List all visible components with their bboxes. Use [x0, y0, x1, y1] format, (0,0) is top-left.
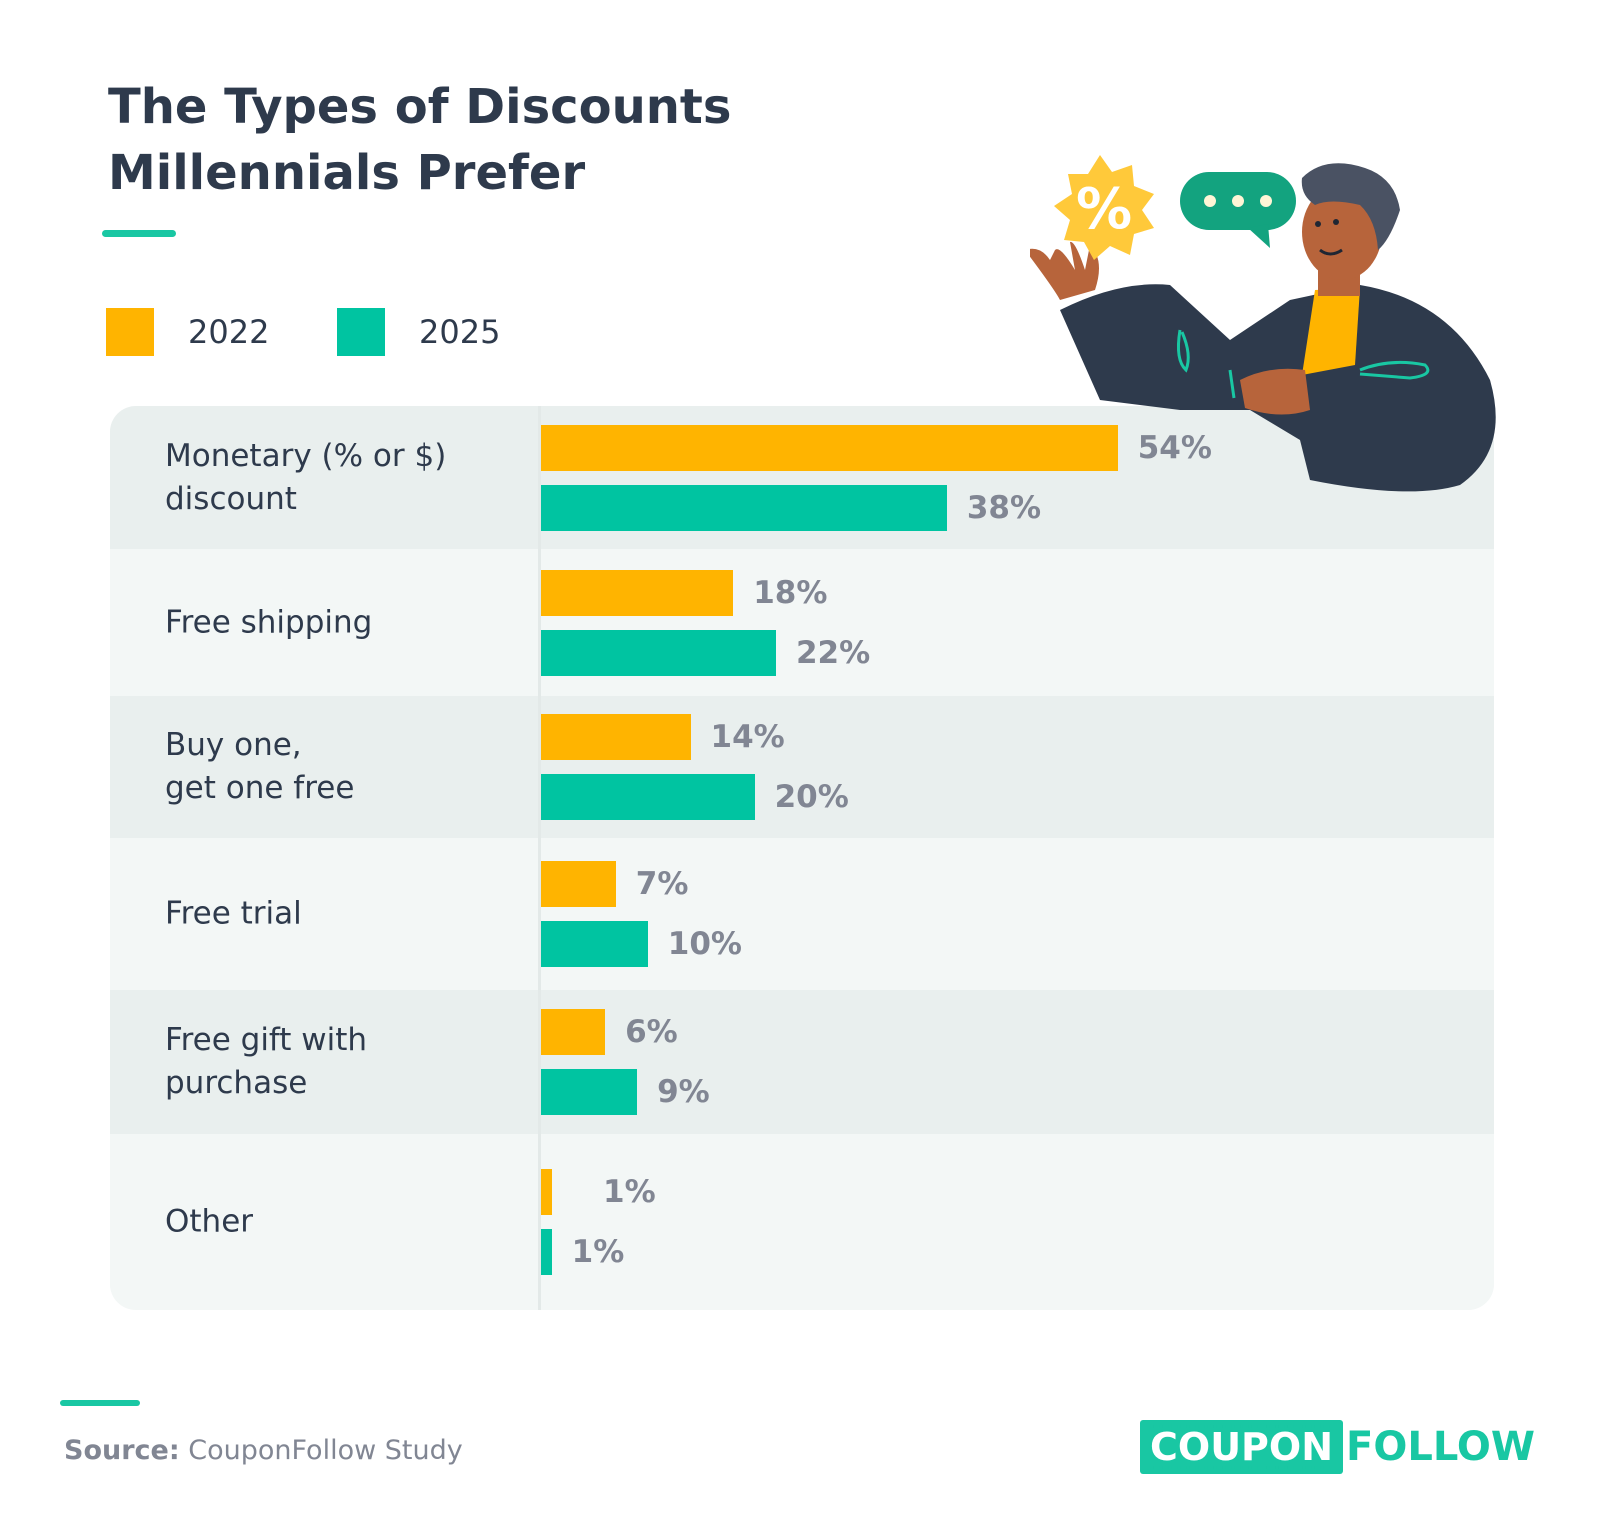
bar-2022 [541, 424, 1118, 471]
raised-hand [1030, 241, 1099, 300]
chat-bubble-icon [1180, 172, 1296, 248]
mouth-shape [1319, 248, 1343, 256]
value-label-2022: 7% [635, 866, 689, 902]
value-label-2022: 54% [1137, 429, 1212, 466]
category-row: Free trial [110, 838, 1494, 990]
category-row: Free gift with purchase [110, 990, 1494, 1134]
bar-2022 [541, 714, 691, 760]
value-label-2025: 22% [795, 634, 871, 671]
value-label-2022: 18% [753, 574, 828, 611]
percent-badge-symbol: % [1076, 177, 1132, 242]
logo-coupon: COUPON [1140, 1420, 1344, 1474]
bar-2025 [541, 921, 648, 967]
bar-2025 [541, 1069, 638, 1115]
eye-left [1315, 221, 1321, 227]
category-row: Buy one, get one free [110, 696, 1494, 838]
bubble-dot [1260, 195, 1272, 207]
category-label: Free trial [165, 895, 302, 932]
hair-shape [1301, 163, 1400, 250]
bar-chart: Monetary (% or $) discount Free shipping B… [110, 406, 1494, 1310]
axis-line [538, 406, 541, 1310]
eye-right [1333, 219, 1339, 225]
bar-2022 [541, 1169, 552, 1215]
head-shape [1302, 184, 1382, 280]
title-underline [102, 230, 176, 237]
percent-badge-icon: % [1054, 155, 1154, 260]
legend-label-2022: 2022 [188, 313, 270, 351]
bar-2022 [541, 569, 734, 616]
bar-2025 [541, 484, 947, 531]
category-label: Buy one, get one free [165, 727, 355, 806]
shirt-shape [1302, 288, 1360, 375]
jacket-detail [1177, 329, 1190, 373]
category-label: Free gift with purchase [165, 1022, 368, 1101]
value-label-2022: 14% [710, 719, 785, 755]
resting-hand [1240, 368, 1310, 415]
category-label: Free shipping [165, 604, 373, 640]
value-label-2025: 9% [657, 1074, 710, 1110]
person-illustration: % [1030, 155, 1496, 492]
source-note: Source: CouponFollow Study [64, 1435, 463, 1466]
category-row: Other [110, 1134, 1494, 1310]
cuff-detail [1359, 360, 1430, 380]
bar-2025 [541, 774, 755, 820]
value-label-2025: 1% [571, 1234, 625, 1270]
bubble-dot [1204, 195, 1216, 207]
value-label-2025: 10% [667, 926, 742, 962]
chart-title: The Types of Discounts Millennials Prefe… [108, 74, 731, 206]
value-label-2025: 38% [966, 489, 1042, 526]
legend-swatch-2022 [106, 308, 154, 356]
category-row: Free shipping [110, 549, 1494, 696]
hand-line-1 [1228, 369, 1236, 399]
source-prefix: Source: [64, 1435, 180, 1466]
source-underline [60, 1400, 140, 1406]
legend-label-2025: 2025 [419, 313, 501, 351]
category-label: Monetary (% or $) discount [165, 437, 447, 517]
bar-2022 [541, 1009, 606, 1055]
value-label-2025: 20% [774, 779, 849, 815]
bar-2025 [541, 1229, 552, 1275]
bar-2022 [541, 861, 616, 907]
legend-swatch-2025 [337, 308, 385, 356]
chart-title-line2: Millennials Prefer [108, 145, 586, 201]
bubble-dot [1232, 195, 1244, 207]
value-label-2022: 6% [625, 1014, 678, 1050]
logo-follow: FOLLOW [1346, 1424, 1536, 1470]
chart-title-line1: The Types of Discounts [108, 79, 732, 135]
value-label-2022: 1% [603, 1174, 656, 1210]
source-text: CouponFollow Study [179, 1435, 463, 1466]
bar-2025 [541, 629, 776, 676]
category-label: Other [165, 1203, 254, 1240]
